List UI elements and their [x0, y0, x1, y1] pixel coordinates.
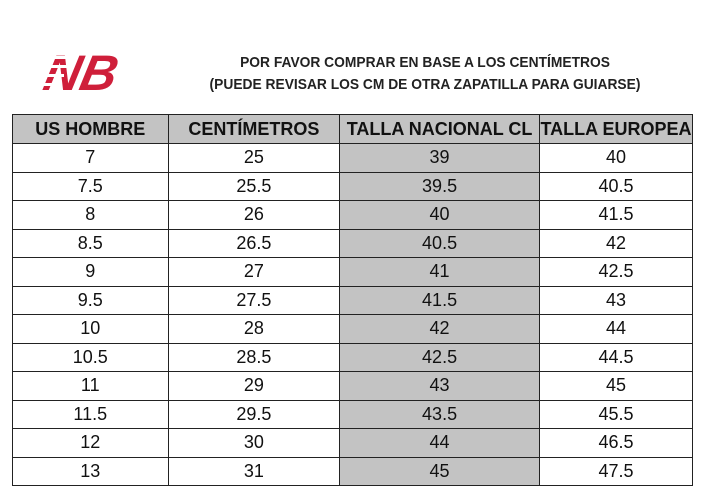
cell-us-size: 13 [12, 456, 169, 486]
cell-cl-size: 41 [339, 257, 540, 287]
cell-cl-size: 40.5 [339, 228, 540, 258]
header-talla-europea: TALLA EUROPEA [539, 114, 693, 144]
cell-eu-size: 43 [539, 285, 693, 315]
svg-text:NB: NB [39, 46, 123, 96]
title-line-2: (PUEDE REVISAR LOS CM DE OTRA ZAPATILLA … [209, 76, 641, 93]
cell-eu-size: 44 [539, 314, 693, 344]
cell-us-size: 10 [12, 314, 169, 344]
cell-cm: 26 [167, 200, 341, 230]
cell-cl-size: 39.5 [339, 171, 540, 201]
page-title: POR FAVOR COMPRAR EN BASE A LOS CENTÍMET… [186, 52, 664, 96]
cell-cm: 26.5 [167, 228, 341, 258]
table-row: 13 31 45 47.5 [12, 456, 693, 486]
header-row: US HOMBRE CENTÍMETROS TALLA NACIONAL CL … [12, 114, 693, 144]
cell-cl-size: 42 [339, 314, 540, 344]
cell-eu-size: 41.5 [539, 200, 693, 230]
cell-eu-size: 46.5 [539, 428, 693, 458]
table-row: 11 29 43 45 [12, 371, 693, 401]
title-line-1: POR FAVOR COMPRAR EN BASE A LOS CENTÍMET… [240, 54, 610, 71]
cell-us-size: 12 [12, 428, 169, 458]
cell-cl-size: 45 [339, 456, 540, 486]
table-row: 8 26 40 41.5 [12, 200, 693, 230]
cell-us-size: 7 [12, 143, 169, 173]
table-row: 12 30 44 46.5 [12, 428, 693, 458]
cell-eu-size: 47.5 [539, 456, 693, 486]
cell-cm: 31 [167, 456, 341, 486]
cell-us-size: 11 [12, 371, 169, 401]
cell-eu-size: 45 [539, 371, 693, 401]
cell-us-size: 7.5 [12, 171, 169, 201]
cell-cm: 25 [167, 143, 341, 173]
table-row: 8.5 26.5 40.5 42 [12, 228, 693, 258]
cell-eu-size: 40 [539, 143, 693, 173]
cell-cl-size: 39 [339, 143, 540, 173]
cell-cl-size: 44 [339, 428, 540, 458]
cell-eu-size: 40.5 [539, 171, 693, 201]
cell-cl-size: 43.5 [339, 399, 540, 429]
cell-us-size: 10.5 [12, 342, 169, 372]
cell-eu-size: 44.5 [539, 342, 693, 372]
table-row: 7 25 39 40 [12, 143, 693, 173]
cell-us-size: 9 [12, 257, 169, 287]
cell-cm: 28.5 [167, 342, 341, 372]
header-us-hombre: US HOMBRE [12, 114, 169, 144]
table-row: 10.5 28.5 42.5 44.5 [12, 342, 693, 372]
header-centimetros: CENTÍMETROS [167, 114, 341, 144]
cell-cm: 30 [167, 428, 341, 458]
cell-cl-size: 43 [339, 371, 540, 401]
cell-cl-size: 42.5 [339, 342, 540, 372]
cell-us-size: 9.5 [12, 285, 169, 315]
table-row: 10 28 42 44 [12, 314, 693, 344]
table-row: 7.5 25.5 39.5 40.5 [12, 171, 693, 201]
cell-cl-size: 40 [339, 200, 540, 230]
table-row: 9.5 27.5 41.5 43 [12, 285, 693, 315]
cell-cm: 27 [167, 257, 341, 287]
cell-eu-size: 45.5 [539, 399, 693, 429]
table-row: 11.5 29.5 43.5 45.5 [12, 399, 693, 429]
cell-cm: 29 [167, 371, 341, 401]
cell-cl-size: 41.5 [339, 285, 540, 315]
cell-us-size: 11.5 [12, 399, 169, 429]
cell-cm: 25.5 [167, 171, 341, 201]
cell-us-size: 8.5 [12, 228, 169, 258]
cell-eu-size: 42.5 [539, 257, 693, 287]
table-row: 9 27 41 42.5 [12, 257, 693, 287]
cell-cm: 27.5 [167, 285, 341, 315]
cell-cm: 29.5 [167, 399, 341, 429]
cell-cm: 28 [167, 314, 341, 344]
cell-eu-size: 42 [539, 228, 693, 258]
size-chart-table: US HOMBRE CENTÍMETROS TALLA NACIONAL CL … [12, 114, 693, 486]
header-talla-nacional: TALLA NACIONAL CL [339, 114, 540, 144]
new-balance-logo: NB [34, 46, 123, 96]
cell-us-size: 8 [12, 200, 169, 230]
